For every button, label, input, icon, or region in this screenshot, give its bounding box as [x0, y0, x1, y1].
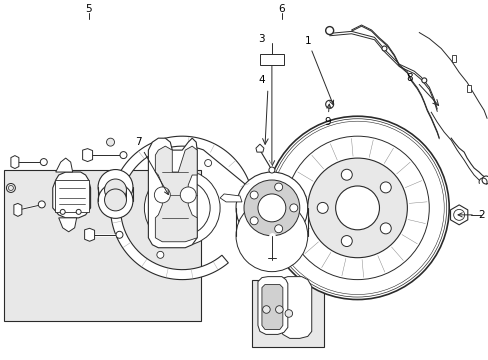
Bar: [55, 180, 88, 212]
Circle shape: [180, 187, 196, 203]
Circle shape: [268, 119, 446, 297]
Bar: [251, 280, 323, 347]
Circle shape: [481, 176, 488, 184]
Circle shape: [421, 78, 426, 83]
Text: 1: 1: [304, 36, 333, 105]
Polygon shape: [14, 203, 22, 216]
Polygon shape: [262, 285, 282, 329]
Circle shape: [250, 191, 258, 199]
Polygon shape: [110, 136, 251, 280]
Circle shape: [154, 180, 210, 236]
Text: 5: 5: [85, 4, 92, 14]
Circle shape: [381, 46, 386, 51]
Polygon shape: [155, 146, 197, 242]
Circle shape: [116, 231, 122, 238]
Circle shape: [106, 138, 114, 146]
Circle shape: [154, 187, 170, 203]
Circle shape: [258, 194, 285, 222]
Text: 9: 9: [324, 104, 330, 127]
Circle shape: [289, 204, 297, 212]
Bar: [467, 85, 470, 92]
Ellipse shape: [104, 189, 126, 211]
Circle shape: [268, 167, 274, 173]
Circle shape: [157, 251, 163, 258]
Circle shape: [285, 310, 292, 317]
Circle shape: [341, 169, 351, 180]
Polygon shape: [258, 276, 287, 334]
Polygon shape: [148, 138, 197, 248]
Bar: [4, 170, 201, 321]
Circle shape: [120, 152, 127, 159]
Circle shape: [144, 170, 220, 246]
Circle shape: [325, 100, 333, 108]
Circle shape: [285, 136, 428, 280]
Circle shape: [341, 235, 351, 247]
Circle shape: [76, 210, 81, 214]
Bar: [451, 55, 455, 62]
Ellipse shape: [98, 170, 133, 204]
Polygon shape: [11, 156, 19, 168]
Circle shape: [250, 217, 258, 225]
Circle shape: [274, 183, 282, 191]
Circle shape: [335, 186, 379, 230]
Circle shape: [262, 306, 270, 313]
Circle shape: [317, 202, 327, 213]
Circle shape: [204, 159, 211, 167]
Circle shape: [275, 306, 283, 313]
Circle shape: [274, 225, 282, 233]
Circle shape: [265, 116, 448, 300]
Polygon shape: [255, 144, 264, 152]
Polygon shape: [279, 276, 311, 338]
Circle shape: [6, 184, 15, 193]
Circle shape: [236, 172, 307, 244]
Text: 8: 8: [405, 73, 412, 84]
Polygon shape: [56, 158, 73, 172]
Polygon shape: [59, 218, 77, 232]
Polygon shape: [84, 228, 94, 241]
Circle shape: [8, 185, 13, 190]
Circle shape: [244, 180, 299, 236]
Circle shape: [307, 158, 407, 258]
Polygon shape: [220, 194, 242, 202]
Circle shape: [270, 121, 443, 294]
Text: 3: 3: [258, 33, 264, 44]
Polygon shape: [82, 149, 92, 162]
Circle shape: [40, 159, 47, 166]
Ellipse shape: [98, 184, 133, 219]
Text: 7: 7: [135, 137, 168, 194]
Circle shape: [453, 210, 464, 220]
Bar: [260, 54, 283, 66]
Circle shape: [380, 182, 390, 193]
Ellipse shape: [104, 179, 126, 201]
Text: 2: 2: [457, 210, 484, 220]
Circle shape: [60, 210, 65, 214]
Circle shape: [325, 27, 333, 35]
Polygon shape: [53, 172, 90, 218]
Circle shape: [38, 201, 45, 208]
Text: 4: 4: [258, 75, 264, 85]
Circle shape: [380, 223, 390, 234]
Circle shape: [236, 200, 307, 272]
Text: 6: 6: [278, 4, 285, 14]
